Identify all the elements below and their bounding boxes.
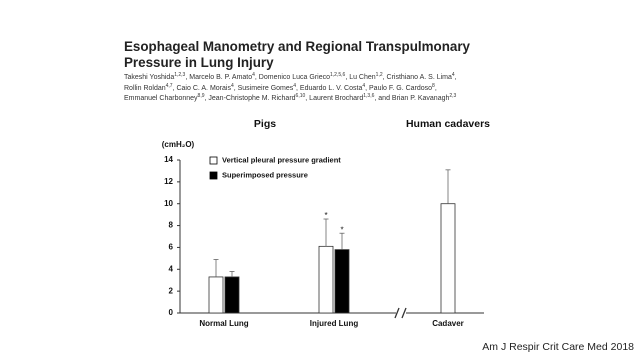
- y-axis-label: (cmH₂O): [162, 140, 195, 149]
- x-tick-label: Injured Lung: [310, 319, 359, 328]
- annotation: *: [340, 225, 343, 234]
- author-name: , Paulo F. G. Cardoso: [365, 84, 433, 92]
- author-name: , Cristhiano A. S. Lima: [382, 74, 452, 81]
- legend-swatch: [209, 171, 218, 180]
- author-line: Emmanuel Charbonney8,9, Jean-Christophe …: [124, 94, 514, 105]
- affiliation: 8: [432, 82, 435, 89]
- group-label: Pigs: [254, 118, 276, 130]
- y-tick-label: 0: [169, 308, 174, 317]
- annotation: *: [324, 211, 327, 220]
- author-name: , and Brian P. Kavanagh: [374, 95, 450, 102]
- affiliation: 4: [293, 82, 297, 89]
- affiliation: 4: [362, 82, 366, 89]
- affiliation: 8,9: [197, 93, 205, 99]
- legend-label: Vertical pleural pressure gradient: [222, 155, 341, 164]
- x-tick-label: Cadaver: [432, 319, 464, 328]
- affiliation: 4,7: [165, 82, 173, 89]
- legend-swatch: [209, 156, 218, 165]
- bar: [334, 249, 350, 314]
- author-name: , Lu Chen: [345, 74, 376, 81]
- y-tick-label: 12: [164, 177, 173, 186]
- y-tick-label: 8: [169, 221, 174, 230]
- y-tick-label: 10: [164, 199, 173, 208]
- affiliation: 1,2,3: [174, 72, 186, 78]
- bar: [440, 203, 456, 314]
- affiliation: 1,2: [375, 72, 383, 78]
- y-tick-label: 6: [169, 243, 174, 252]
- bar: [208, 276, 224, 314]
- affiliation: 4: [252, 72, 255, 78]
- author-name: , Domenico Luca Grieco: [254, 74, 331, 81]
- group-label: Human cadavers: [406, 118, 490, 130]
- author-name: Rollin Roldan: [124, 84, 166, 92]
- affiliation: 1,2,5,6: [330, 72, 346, 78]
- bar: [318, 245, 334, 314]
- author-name: , Laurent Brochard: [305, 95, 364, 102]
- authors: Takeshi Yoshida1,2,3, Marcelo B. P. Amat…: [124, 73, 514, 105]
- affiliation: 6,10: [295, 93, 306, 99]
- axis-break: [394, 307, 407, 319]
- author-line: Rollin Roldan4,7, Caio C. A. Morais4, Su…: [124, 82, 514, 95]
- y-tick-label: 14: [164, 155, 173, 164]
- author-name: , Eduardo L. V. Costa: [296, 84, 363, 92]
- x-tick-label: Normal Lung: [199, 319, 248, 328]
- citation: Am J Respir Crit Care Med 2018: [482, 341, 634, 353]
- affiliation: 1,3,6: [363, 93, 375, 99]
- y-tick-label: 2: [169, 286, 174, 295]
- author-line: Takeshi Yoshida1,2,3, Marcelo B. P. Amat…: [124, 73, 514, 84]
- affiliation: 4: [451, 72, 455, 78]
- affiliation: 2,3: [449, 93, 457, 99]
- author-name: , Susimeire Gomes: [233, 84, 294, 92]
- author-name: ,: [434, 84, 437, 92]
- author-name: ,: [454, 74, 457, 81]
- author-name: , Marcelo B. P. Amato: [185, 74, 253, 81]
- author-name: , Jean-Christophe M. Richard: [204, 95, 296, 102]
- author-name: , Caio C. A. Morais: [172, 84, 231, 92]
- y-tick-label: 4: [169, 264, 174, 273]
- bar: [224, 276, 240, 314]
- affiliation: 4: [230, 82, 234, 89]
- author-name: Takeshi Yoshida: [124, 74, 175, 81]
- paper-title: Esophageal Manometry and Regional Transp…: [124, 39, 470, 70]
- legend-label: Superimposed pressure: [222, 170, 308, 179]
- author-name: Emmanuel Charbonney: [124, 95, 198, 102]
